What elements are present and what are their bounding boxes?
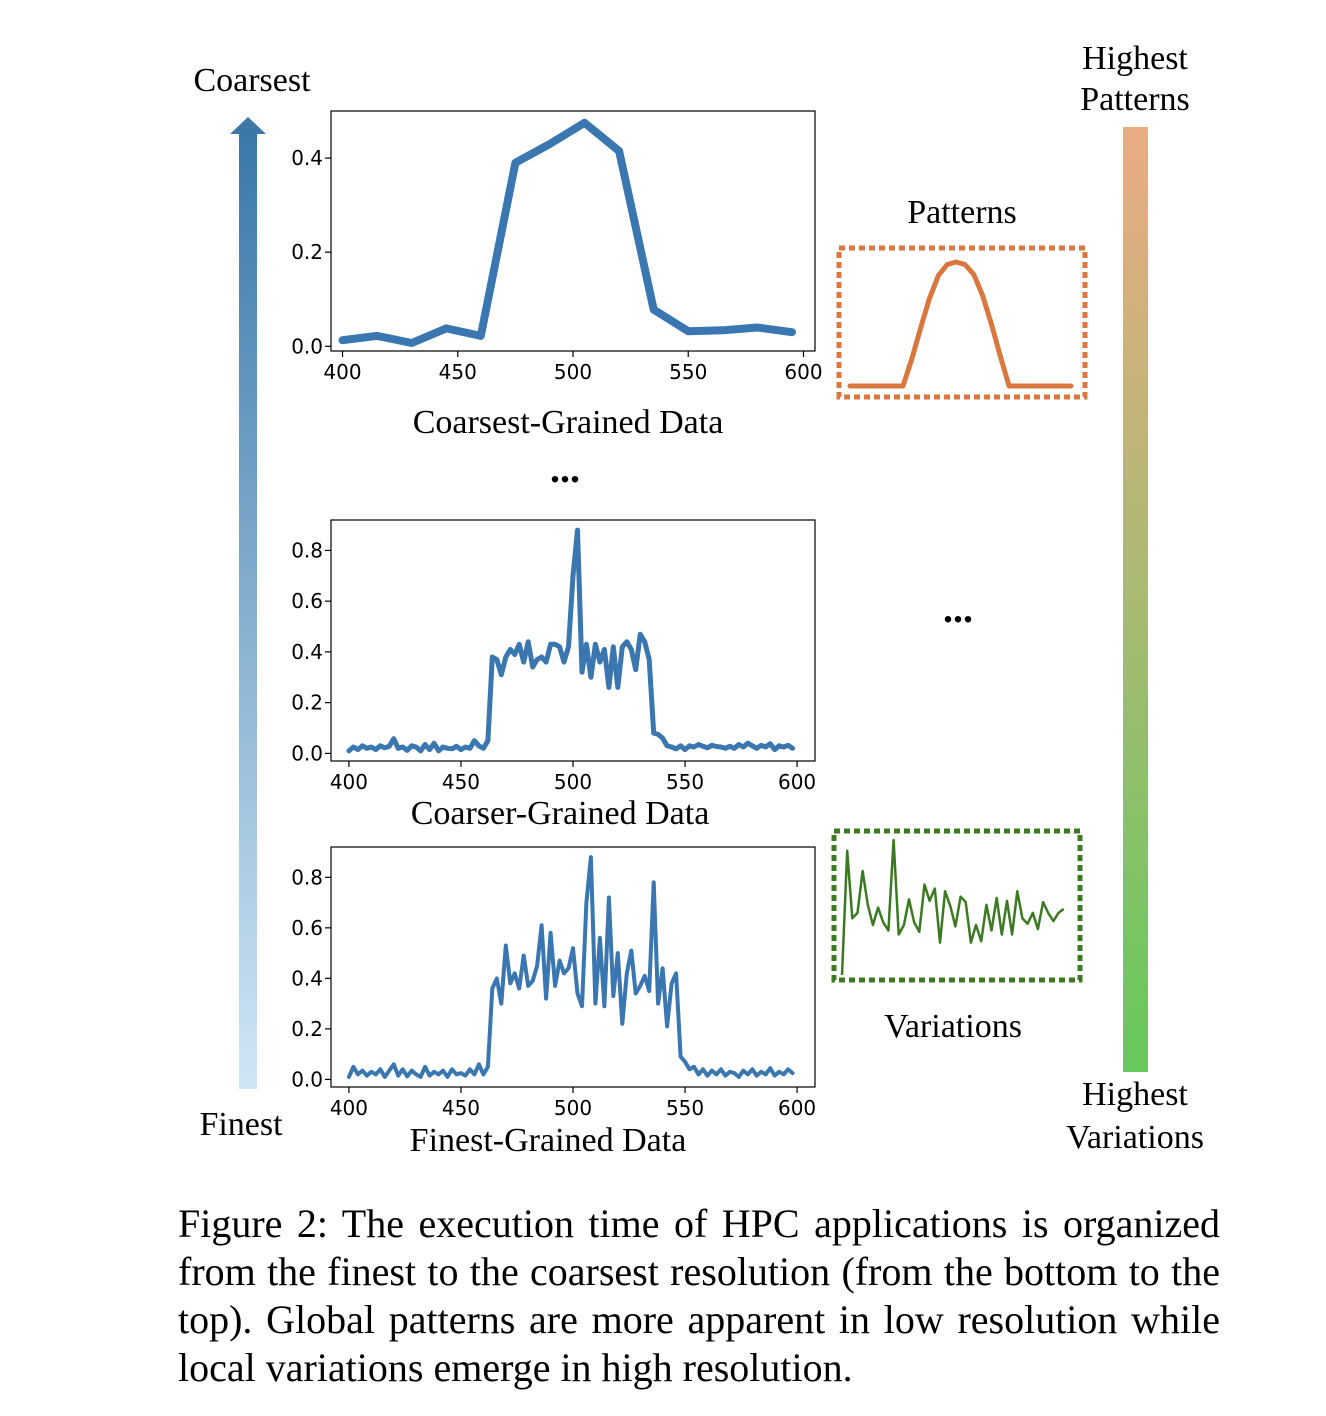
x-tick-label: 450 xyxy=(439,360,477,384)
x-tick-label: 450 xyxy=(442,770,480,794)
pattern-variation-bar xyxy=(1123,127,1148,1072)
patterns-box xyxy=(836,245,1088,400)
variations-curve-group xyxy=(840,838,1065,976)
y-tick-label: 0.4 xyxy=(291,966,323,990)
x-axis-label: Coarser-Grained Data xyxy=(411,795,710,832)
series-line xyxy=(338,118,796,347)
y-tick-label: 0.2 xyxy=(291,691,323,715)
y-tick-label: 0.2 xyxy=(291,1017,323,1041)
y-tick-label: 0.0 xyxy=(291,334,323,358)
x-axis-label: Finest-Grained Data xyxy=(410,1122,687,1159)
x-tick-label: 500 xyxy=(554,770,592,794)
coarsest-grained-chart: 400 450 500 550 600 0.0 0.2 0.4 Coarsest-Grained… xyxy=(291,110,823,441)
variations-curve xyxy=(840,838,1065,976)
figure-caption: Figure 2: The execution time of HPC appl… xyxy=(178,1201,1220,1390)
x-tick-label: 400 xyxy=(330,770,368,794)
axes-frame xyxy=(330,110,816,352)
y-tick-label: 0.8 xyxy=(291,865,323,889)
patterns-curve-group xyxy=(847,259,1074,389)
x-tick-label: 450 xyxy=(442,1096,480,1120)
y-tick-label: 0.4 xyxy=(291,146,323,170)
variations-label: Variations xyxy=(884,1008,1022,1045)
y-tick-label: 0.0 xyxy=(291,741,323,765)
x-tick-label: 500 xyxy=(554,360,592,384)
x-tick-label: 600 xyxy=(784,360,822,384)
y-tick-label: 0.4 xyxy=(291,640,323,664)
y-tick-label: 0.6 xyxy=(291,589,323,613)
x-tick-label: 600 xyxy=(778,1096,816,1120)
x-axis-label: Coarsest-Grained Data xyxy=(413,404,724,441)
x-tick-label: 400 xyxy=(323,360,361,384)
coarser-grained-chart: 400 450 500 550 600 0.0 0.2 0.4 0.6 0.8 Coarser-Gr… xyxy=(291,519,816,832)
x-tick-label: 500 xyxy=(554,1096,592,1120)
x-tick-label: 550 xyxy=(666,770,704,794)
highest-variations-label-line1: Highest xyxy=(1082,1076,1188,1113)
highest-patterns-label-line2: Patterns xyxy=(1080,81,1190,118)
x-tick-label: 400 xyxy=(330,1096,368,1120)
series-line xyxy=(346,855,795,1079)
y-tick-label: 0.6 xyxy=(291,916,323,940)
x-tick-label: 600 xyxy=(778,770,816,794)
y-tick-label: 0.8 xyxy=(291,538,323,562)
variations-box xyxy=(831,828,1083,983)
patterns-curve xyxy=(847,259,1074,389)
highest-variations-label-line2: Variations xyxy=(1066,1119,1204,1156)
finest-label: Finest xyxy=(199,1106,283,1143)
x-tick-label: 550 xyxy=(669,360,707,384)
ellipsis-right: ... xyxy=(943,586,973,631)
ellipsis-middle: ... xyxy=(550,446,580,491)
x-tick-label: 550 xyxy=(666,1096,704,1120)
series-line xyxy=(346,527,796,754)
highest-patterns-label-line1: Highest xyxy=(1082,40,1188,77)
patterns-label: Patterns xyxy=(907,194,1017,231)
coarsest-label: Coarsest xyxy=(193,62,311,99)
y-tick-label: 0.2 xyxy=(291,240,323,264)
resolution-arrow xyxy=(230,117,266,1089)
y-tick-label: 0.0 xyxy=(291,1067,323,1091)
finest-grained-chart: 400 450 500 550 600 0.0 0.2 0.4 0.6 0.8 Finest-Gra… xyxy=(291,846,816,1159)
